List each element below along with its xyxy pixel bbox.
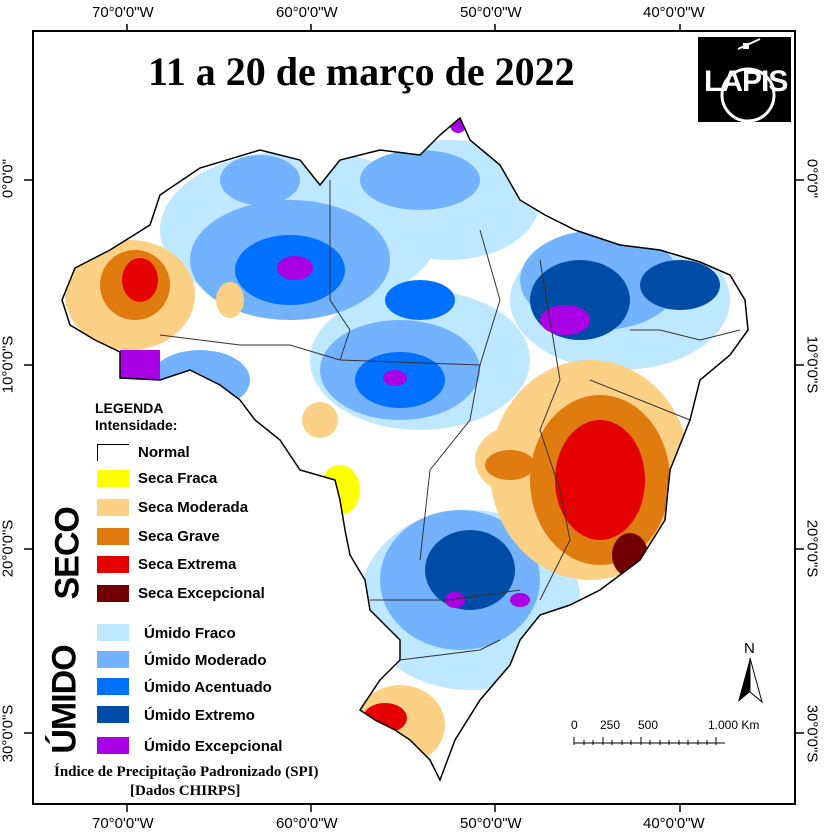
lon-label-bottom-60w: 60°0'0"W xyxy=(276,815,338,832)
legend-label-seca-extrema: Seca Extrema xyxy=(138,556,237,573)
swatch-umido-extremo xyxy=(97,706,129,723)
swatch-seca-moderada xyxy=(97,499,129,516)
index-caption: Índice de Precipitação Padronizado (SPI) xyxy=(54,764,319,780)
scale-label-500: 500 xyxy=(638,718,659,732)
map-title: 11 a 20 de março de 2022 xyxy=(148,49,575,94)
lon-label-top-70w: 70°0'0"W xyxy=(92,4,154,21)
north-arrow-icon xyxy=(738,657,763,704)
legend-label-umido-moderado: Úmido Moderado xyxy=(144,652,267,669)
lon-label-top-50w: 50°0'0"W xyxy=(460,4,522,21)
swatch-seca-excepcional xyxy=(97,585,129,602)
legend-label-normal: Normal xyxy=(138,444,190,461)
legend-label-seca-fraca: Seca Fraca xyxy=(138,470,218,487)
lon-label-top-60w: 60°0'0"W xyxy=(276,4,338,21)
satellite-icon xyxy=(720,38,776,122)
legend-heading: LEGENDA xyxy=(95,400,164,416)
swatch-seca-extrema xyxy=(97,556,129,573)
scale-label-0: 0 xyxy=(571,718,578,732)
swatch-umido-fraco xyxy=(97,624,129,641)
logo-text: LAPIS xyxy=(704,65,788,98)
north-label: N xyxy=(744,640,755,657)
swatch-umido-acentuado xyxy=(97,678,129,695)
swatch-normal xyxy=(97,444,129,461)
wet-group-label: ÚMIDO xyxy=(45,645,84,754)
legend-label-umido-acentuado: Úmido Acentuado xyxy=(144,679,272,696)
dry-group-label: SECO xyxy=(48,507,87,600)
data-source-caption: [Dados CHIRPS] xyxy=(130,783,241,799)
lon-label-top-40w: 40°0'0"W xyxy=(643,4,705,21)
lon-label-bottom-50w: 50°0'0"W xyxy=(460,815,522,832)
legend-label-seca-excepcional: Seca Excepcional xyxy=(138,585,265,602)
legend-label-umido-excepcional: Úmido Excepcional xyxy=(144,738,283,755)
scale-label-1000: 1.000 Km xyxy=(708,718,760,732)
lapis-logo: LAPIS xyxy=(698,37,791,122)
legend-subheading: Intensidade: xyxy=(95,417,178,433)
lon-label-bottom-40w: 40°0'0"W xyxy=(643,815,705,832)
legend-label-seca-moderada: Seca Moderada xyxy=(138,499,249,516)
scale-bar xyxy=(573,737,725,745)
swatch-umido-excepcional xyxy=(97,737,129,754)
lon-label-bottom-70w: 70°0'0"W xyxy=(92,815,154,832)
legend-label-umido-fraco: Úmido Fraco xyxy=(144,625,236,642)
swatch-umido-moderado xyxy=(97,651,129,668)
swatch-seca-grave xyxy=(97,528,129,545)
legend-label-seca-grave: Seca Grave xyxy=(138,528,220,545)
legend-label-umido-extremo: Úmido Extremo xyxy=(144,707,255,724)
swatch-seca-fraca xyxy=(97,470,129,487)
scale-label-250: 250 xyxy=(600,718,621,732)
